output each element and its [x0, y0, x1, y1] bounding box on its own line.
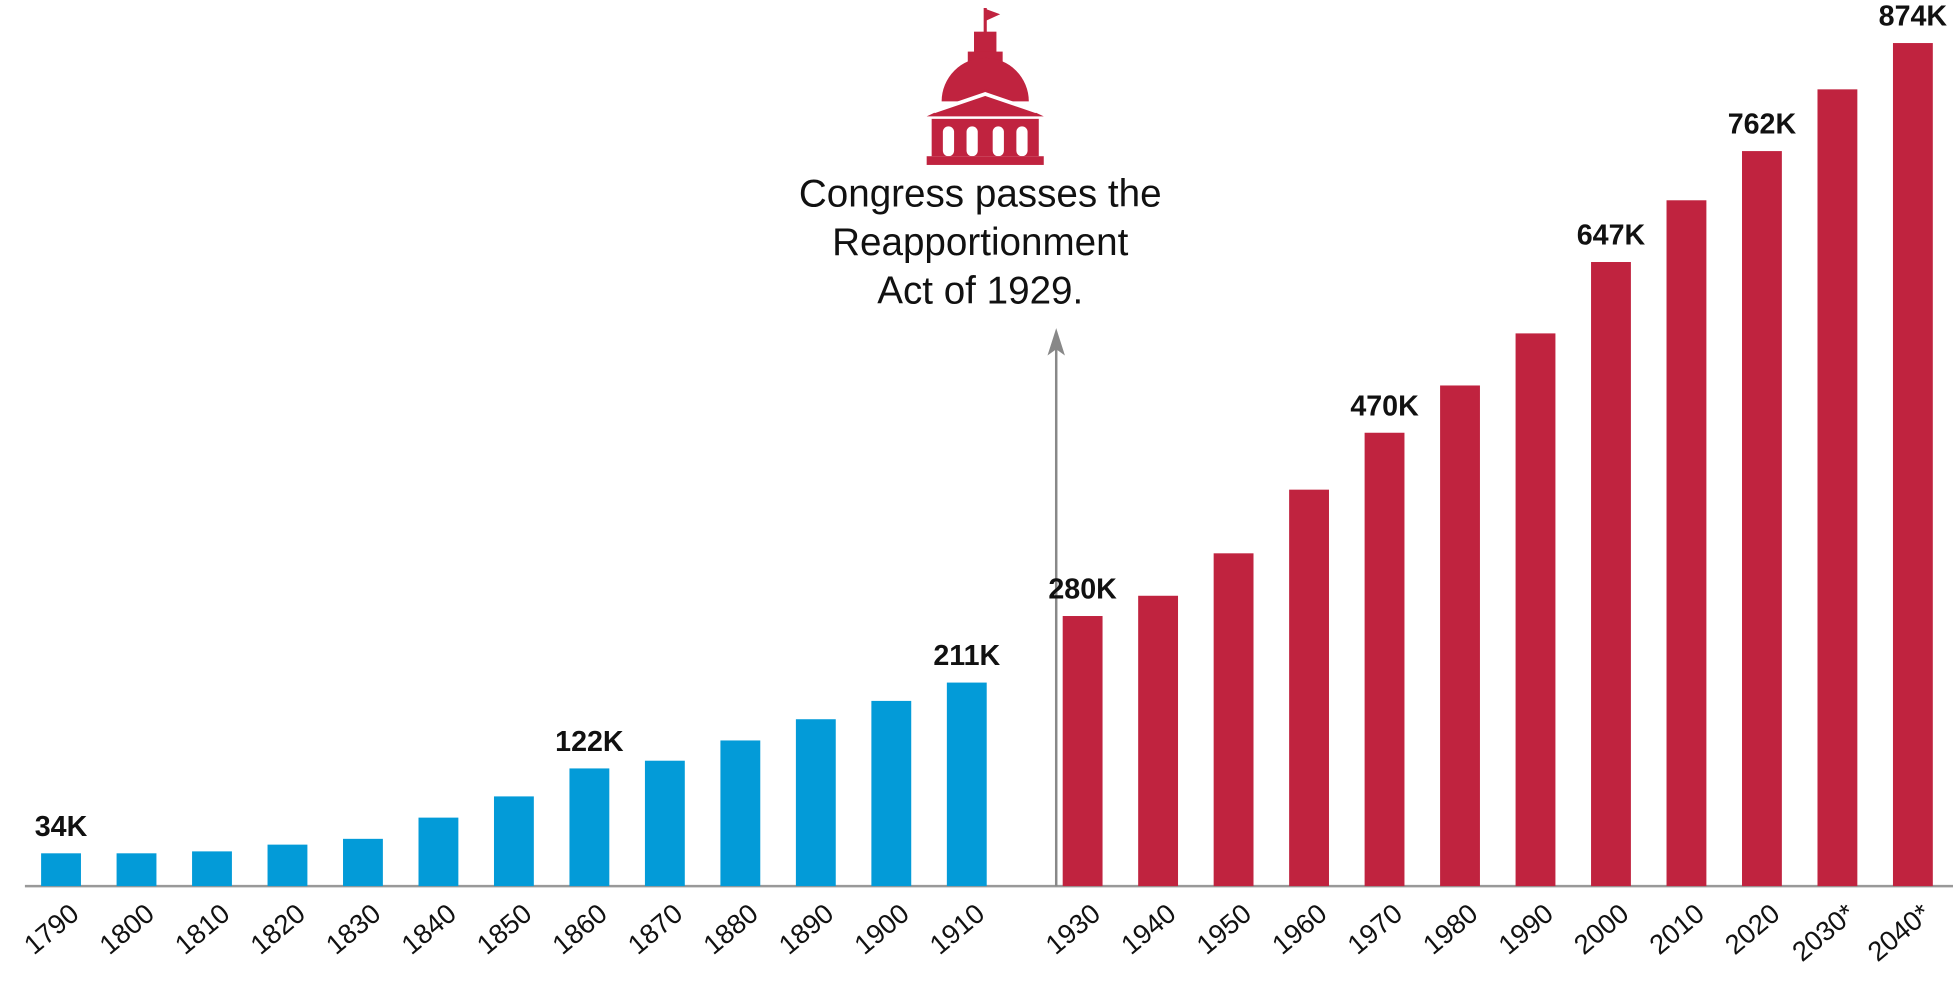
x-tick-label: 1790 [18, 897, 85, 960]
x-tick-label: 2040* [1862, 897, 1937, 967]
x-tick-label: 1830 [320, 897, 387, 960]
annotation: Congress passes the [799, 172, 1162, 215]
bar [1515, 333, 1556, 887]
value-label: 470K [1350, 390, 1419, 422]
bar [1138, 595, 1179, 887]
bar [644, 760, 685, 887]
x-tick-label: 1930 [1039, 897, 1106, 960]
bar [1817, 89, 1858, 887]
x-tick-label: 1800 [93, 897, 160, 960]
bar [1062, 616, 1103, 887]
value-label: 211K [933, 640, 1000, 672]
x-tick-label: 1950 [1190, 897, 1257, 960]
value-label: 874K [1879, 1, 1948, 33]
x-tick-label: 1810 [169, 897, 236, 960]
bar [569, 768, 610, 887]
x-tick-label: 2030* [1786, 897, 1861, 967]
bar [192, 851, 232, 887]
annotation: Act of 1929. [877, 269, 1083, 312]
x-tick-label: 2010 [1643, 897, 1710, 960]
bar [720, 740, 761, 887]
bar [1213, 553, 1254, 887]
bar [41, 853, 81, 887]
x-tick-label: 1900 [848, 897, 915, 960]
x-tick-label: 1850 [471, 897, 538, 960]
value-label: 280K [1048, 574, 1117, 606]
x-tick-label: 1980 [1417, 897, 1484, 960]
x-tick-label: 1970 [1341, 897, 1408, 960]
bar [946, 682, 987, 887]
x-tick-label: 1960 [1266, 897, 1333, 960]
x-tick-label: 2000 [1568, 897, 1635, 960]
bar [1742, 151, 1782, 887]
bar [116, 853, 157, 887]
bar [1666, 200, 1707, 887]
bar [1364, 432, 1405, 887]
x-tick-label: 1910 [924, 897, 991, 960]
bar [1289, 489, 1329, 887]
bar [493, 796, 534, 887]
bar [418, 817, 459, 887]
arrow [1047, 328, 1065, 887]
bar [1440, 385, 1480, 887]
value-label: 34K [35, 811, 88, 843]
bar [343, 838, 383, 887]
capitol-icon [926, 8, 1044, 165]
x-tick-label: 1940 [1115, 897, 1182, 960]
annotation: Reapportionment [832, 221, 1128, 264]
x-tick-label: 1880 [697, 897, 764, 960]
x-tick-label: 1890 [773, 897, 840, 960]
value-label: 647K [1577, 220, 1646, 252]
value-label: 122K [555, 726, 624, 758]
x-tick-label: 1860 [546, 897, 613, 960]
bar [1892, 43, 1933, 887]
bar [267, 844, 308, 887]
bar [871, 700, 912, 887]
x-tick-label: 1870 [622, 897, 689, 960]
x-tick-label: 1820 [244, 897, 311, 960]
x-tick-label: 2020 [1719, 897, 1786, 960]
bar [1591, 262, 1631, 887]
x-tick-label: 1990 [1492, 897, 1559, 960]
bar [795, 719, 836, 887]
value-label: 762K [1728, 109, 1797, 141]
x-tick-label: 1840 [395, 897, 462, 960]
